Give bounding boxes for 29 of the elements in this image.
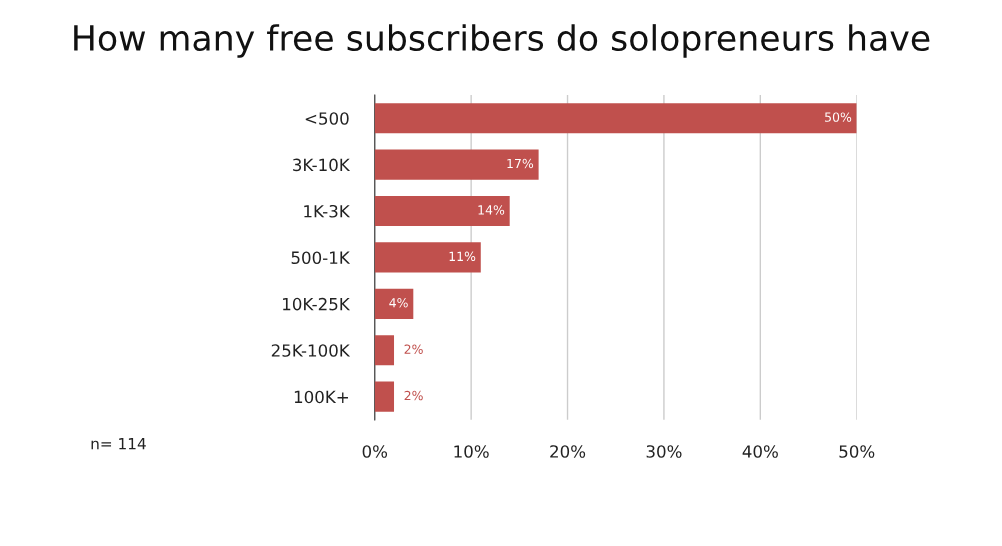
data-label: 14% <box>478 205 505 215</box>
data-label: 50% <box>825 112 852 122</box>
x-tick-label: 40% <box>742 445 778 458</box>
y-tick-label: 100K+ <box>294 390 348 404</box>
data-label: 11% <box>449 251 476 262</box>
bar <box>374 242 481 273</box>
bar <box>374 335 395 366</box>
bar <box>374 381 395 412</box>
x-tick-label: 30% <box>646 445 682 458</box>
data-label: 17% <box>507 158 534 169</box>
x-tick-label: 0% <box>362 445 388 458</box>
y-tick-label: 500-1K <box>291 251 351 265</box>
x-tick-label: 10% <box>454 445 489 458</box>
y-tick-label: 25K-100K <box>271 344 351 357</box>
x-tick-label: 50% <box>839 445 875 458</box>
bar <box>374 149 539 180</box>
bar <box>374 103 857 134</box>
y-tick-label: <500 <box>305 112 349 125</box>
data-label: 4% <box>389 298 408 308</box>
chart-title: How many free subscribers do solopreneurs have <box>74 24 930 58</box>
y-tick-label: 3K-10K <box>293 158 351 172</box>
x-tick-label: 20% <box>550 445 586 458</box>
bar <box>374 195 510 227</box>
y-tick-label: 10K-25K <box>283 297 351 311</box>
data-label: 2% <box>404 344 423 354</box>
y-tick-label: 1K-3K <box>304 204 351 218</box>
bar <box>374 288 414 319</box>
text: n= 114 <box>91 438 146 450</box>
data-label: 2% <box>404 390 423 401</box>
